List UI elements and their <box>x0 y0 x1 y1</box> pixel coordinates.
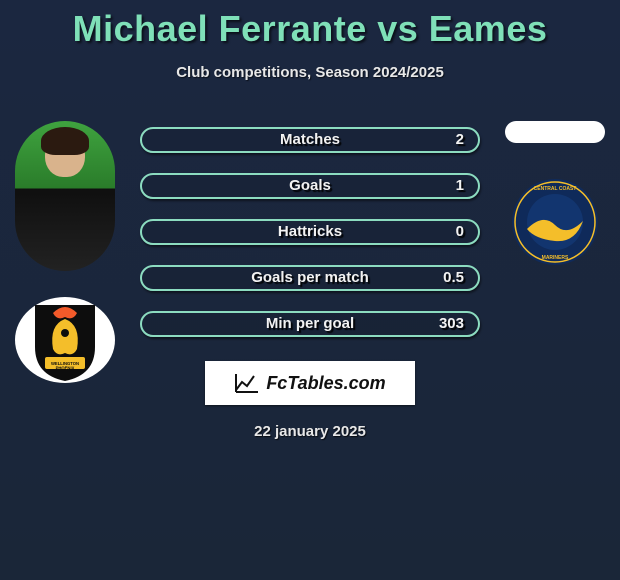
stat-bar-hattricks: Hattricks 0 <box>140 219 480 245</box>
stat-right-value: 2 <box>456 129 464 151</box>
svg-text:PHOENIX: PHOENIX <box>56 366 75 371</box>
brand-logo-icon <box>234 372 260 394</box>
stat-label: Hattricks <box>142 221 478 243</box>
stat-bar-goals: Goals 1 <box>140 173 480 199</box>
page-title: Michael Ferrante vs Eames <box>0 0 620 50</box>
brand-badge: FcTables.com <box>205 361 415 405</box>
stat-right-value: 303 <box>439 313 464 335</box>
club-badge-left: WELLINGTON PHOENIX <box>15 297 115 383</box>
stat-bar-goals-per-match: Goals per match 0.5 <box>140 265 480 291</box>
date-label: 22 january 2025 <box>0 423 620 440</box>
stat-bar-min-per-goal: Min per goal 303 <box>140 311 480 337</box>
stats-bars: Matches 2 Goals 1 Hattricks 0 Goals per … <box>140 121 480 337</box>
svg-text:CENTRAL COAST: CENTRAL COAST <box>534 186 577 192</box>
brand-name: FcTables.com <box>266 373 385 394</box>
stat-label: Goals <box>142 175 478 197</box>
stat-right-value: 1 <box>456 175 464 197</box>
stat-label: Matches <box>142 129 478 151</box>
stat-label: Min per goal <box>142 313 478 335</box>
subtitle: Club competitions, Season 2024/2025 <box>0 64 620 81</box>
club-badge-right: CENTRAL COAST MARINERS <box>505 179 605 265</box>
left-player-column: WELLINGTON PHOENIX <box>10 121 120 383</box>
stat-label: Goals per match <box>142 267 478 289</box>
svg-text:MARINERS: MARINERS <box>542 255 569 261</box>
player-photo-left <box>15 121 115 271</box>
right-player-column: CENTRAL COAST MARINERS <box>500 121 610 265</box>
player-photo-right <box>505 121 605 143</box>
comparison-panel: WELLINGTON PHOENIX CENTRAL COAST MARINER… <box>0 121 620 440</box>
stat-right-value: 0.5 <box>443 267 464 289</box>
stat-bar-matches: Matches 2 <box>140 127 480 153</box>
stat-right-value: 0 <box>456 221 464 243</box>
